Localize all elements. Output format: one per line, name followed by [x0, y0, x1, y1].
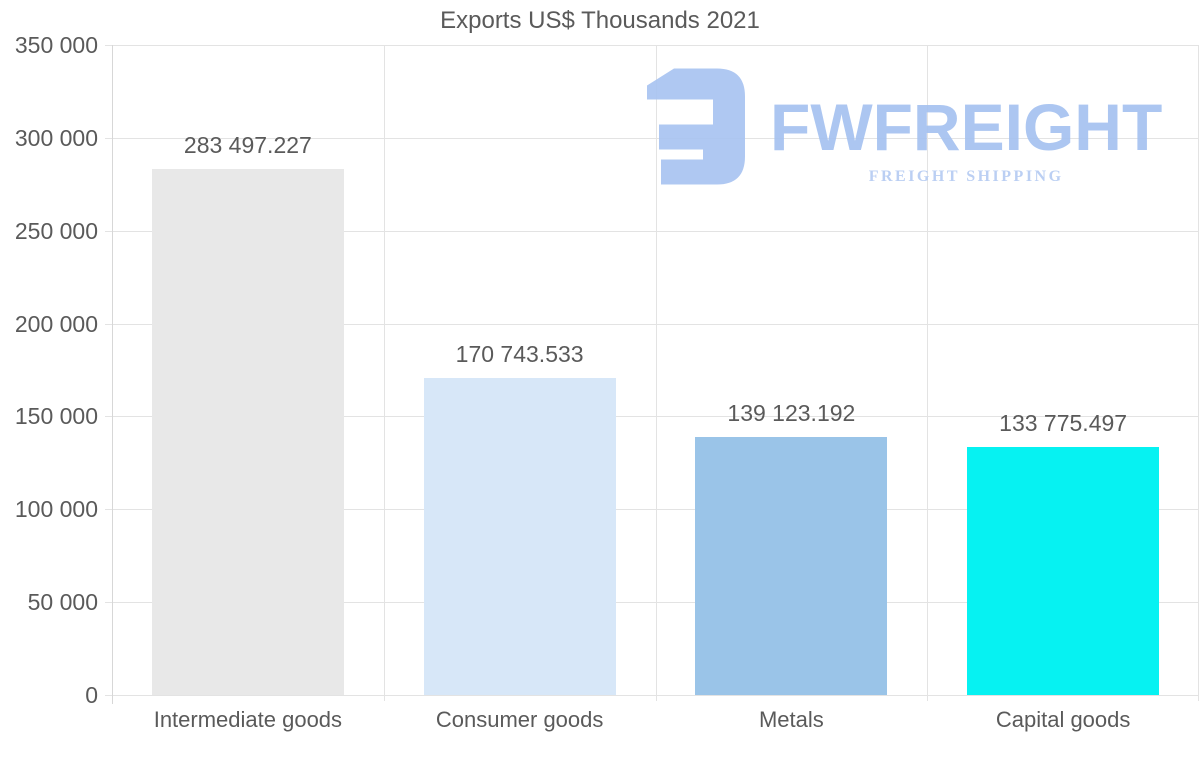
- chart-title: Exports US$ Thousands 2021: [440, 7, 760, 34]
- vertical-gridline: [1198, 45, 1199, 701]
- brand-tagline: FREIGHT SHIPPING: [868, 168, 1064, 185]
- horizontal-gridline: [105, 602, 1199, 604]
- y-tick-label: 50 000: [27, 589, 98, 616]
- fwfreight-logo-icon: [647, 68, 745, 185]
- bar-value-label-capital-goods: 133 775.497: [999, 409, 1128, 436]
- bar-capital-goods: [967, 446, 1160, 695]
- bar-value-label-consumer-goods: 170 743.533: [455, 340, 584, 367]
- horizontal-gridline: [105, 509, 1199, 511]
- vertical-gridline: [927, 45, 929, 701]
- y-tick-label: 250 000: [14, 217, 98, 244]
- bar-consumer-goods: [423, 377, 616, 695]
- horizontal-gridline: [105, 230, 1199, 232]
- brand-name: FWFREIGHT: [770, 90, 1163, 164]
- category-label-intermediate-goods: Intermediate goods: [153, 707, 343, 732]
- bar-metals: [695, 436, 888, 695]
- plot-area: 0 50 000 100 000 150 000 200 000 250 000 300 0…: [15, 32, 1199, 732]
- y-tick-label: 0: [85, 682, 98, 708]
- y-tick-label: 200 000: [14, 310, 98, 337]
- category-label-capital-goods: Capital goods: [995, 707, 1131, 732]
- vertical-gridline: [383, 45, 385, 701]
- y-axis-line: [112, 45, 113, 704]
- horizontal-gridline: [105, 695, 1199, 696]
- bar-intermediate-goods: [151, 168, 344, 695]
- horizontal-gridline: [105, 416, 1199, 418]
- horizontal-gridline: [105, 45, 1199, 46]
- y-tick-label: 100 000: [14, 496, 98, 523]
- y-tick-label: 350 000: [14, 32, 98, 58]
- horizontal-gridline: [105, 137, 1199, 139]
- category-label-consumer-goods: Consumer goods: [435, 707, 604, 732]
- watermark-text: FWFREIGHT FREIGHT SHIPPING: [770, 68, 1162, 186]
- bar-value-label-intermediate-goods: 283 497.227: [183, 131, 312, 158]
- vertical-gridline: [655, 45, 657, 701]
- horizontal-gridline: [105, 323, 1199, 325]
- category-label-metals: Metals: [758, 707, 824, 732]
- watermark-logo: FWFREIGHT FREIGHT SHIPPING: [647, 68, 1162, 186]
- bar-value-label-metals: 139 123.192: [727, 399, 856, 426]
- y-tick-label: 300 000: [14, 124, 98, 151]
- y-tick-label: 150 000: [14, 403, 98, 430]
